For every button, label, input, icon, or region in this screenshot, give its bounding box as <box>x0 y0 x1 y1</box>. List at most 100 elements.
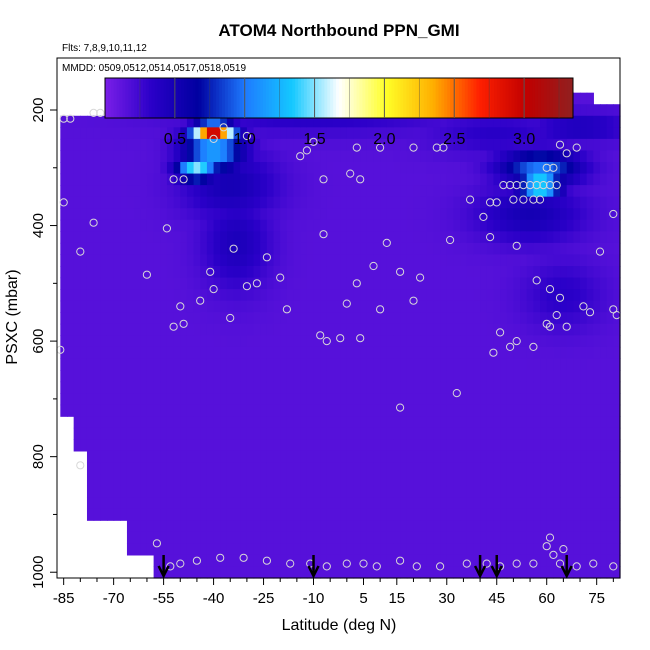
heatmap-cell <box>373 566 381 579</box>
heatmap-cell <box>586 150 594 163</box>
sample-point <box>276 273 285 282</box>
sample-point <box>512 559 521 568</box>
heatmap-cell <box>126 497 135 510</box>
heatmap-cell <box>300 416 308 429</box>
heatmap-cell <box>146 242 155 256</box>
heatmap-cell <box>593 196 601 209</box>
heatmap-cell <box>60 404 68 417</box>
heatmap-cell <box>440 150 448 163</box>
heatmap-cell <box>493 289 501 302</box>
heatmap-cell <box>460 254 468 267</box>
heatmap-cell <box>280 323 288 336</box>
heatmap-cell <box>246 185 255 198</box>
heatmap-cell <box>413 450 421 464</box>
colorbar-segment <box>265 78 270 118</box>
heatmap-cell <box>286 254 295 267</box>
heatmap-cell <box>93 196 101 209</box>
heatmap-cell <box>586 531 594 544</box>
heatmap-cell <box>160 393 168 406</box>
heatmap-cell <box>220 393 228 406</box>
sample-point <box>316 331 325 340</box>
heatmap-cell <box>560 427 568 440</box>
heatmap-cell <box>213 115 221 128</box>
heatmap-cell <box>393 231 401 244</box>
heatmap-cell <box>266 254 275 267</box>
heatmap-cell <box>146 346 155 360</box>
heatmap-cell <box>80 231 88 244</box>
heatmap-cell <box>266 427 275 440</box>
heatmap-cell <box>460 346 468 360</box>
x-tick-label: -85 <box>53 590 75 607</box>
heatmap-cell <box>273 427 281 440</box>
heatmap-cell <box>326 173 335 186</box>
sample-point <box>302 146 311 155</box>
heatmap-cell <box>560 323 568 336</box>
heatmap-cell <box>200 381 208 394</box>
heatmap-cell <box>100 474 108 487</box>
heatmap-cell <box>600 335 608 348</box>
heatmap-cell <box>326 231 335 244</box>
heatmap-cell <box>206 208 215 221</box>
heatmap-cell <box>433 208 441 221</box>
heatmap-cell <box>500 439 508 452</box>
heatmap-cell <box>140 254 148 267</box>
heatmap-cell <box>353 115 361 128</box>
heatmap-cell <box>246 173 255 186</box>
heatmap-cell <box>226 520 235 533</box>
heatmap-cell <box>373 277 381 290</box>
heatmap-cell <box>240 531 248 544</box>
heatmap-cell <box>513 450 521 464</box>
heatmap-cell <box>480 393 488 406</box>
heatmap-cell <box>553 185 561 198</box>
heatmap-cell <box>406 346 415 360</box>
heatmap-cell <box>106 497 115 510</box>
heatmap-cell <box>606 450 614 464</box>
heatmap-cell <box>413 554 421 568</box>
heatmap-cell <box>166 277 175 290</box>
heatmap-cell <box>506 335 514 348</box>
heatmap-cell <box>80 312 88 325</box>
heatmap-cell <box>580 474 588 487</box>
heatmap-cell <box>613 543 621 556</box>
heatmap-cell <box>293 531 301 544</box>
heatmap-cell <box>80 150 88 163</box>
heatmap-cell <box>213 300 221 313</box>
heatmap-cell <box>466 520 475 533</box>
heatmap-cell <box>120 277 128 290</box>
heatmap-cell <box>513 543 521 556</box>
heatmap-cell <box>93 150 101 163</box>
heatmap-cell <box>320 323 328 336</box>
colorbar-segment <box>248 78 252 118</box>
heatmap-cell <box>173 381 181 394</box>
heatmap-cell <box>466 566 475 579</box>
heatmap-cell <box>613 150 621 163</box>
heatmap-cell <box>486 335 495 348</box>
heatmap-cell <box>426 474 435 487</box>
heatmap-cell <box>393 531 401 544</box>
heatmap-cell <box>400 439 408 452</box>
colorbar-segment <box>268 78 273 118</box>
heatmap-cell <box>306 323 315 336</box>
heatmap-cell <box>180 127 188 140</box>
heatmap-cell <box>466 474 475 487</box>
heatmap-cell <box>413 115 421 128</box>
heatmap-cell <box>240 323 248 336</box>
heatmap-cell <box>186 427 195 440</box>
heatmap-cell <box>220 196 228 209</box>
heatmap-cell <box>306 312 315 325</box>
heatmap-cell <box>146 185 155 198</box>
heatmap-cell <box>366 115 375 128</box>
heatmap-cell <box>313 127 321 140</box>
heatmap-cell <box>133 162 141 175</box>
heatmap-cell <box>220 208 228 221</box>
heatmap-cell <box>393 427 401 440</box>
heatmap-cell <box>146 173 155 186</box>
heatmap-cell <box>100 497 108 510</box>
heatmap-cell <box>133 208 141 221</box>
heatmap-cell <box>473 531 481 544</box>
heatmap-cell <box>546 370 554 383</box>
sample-point <box>486 198 495 207</box>
heatmap-cell <box>466 508 475 521</box>
heatmap-cell <box>80 173 88 186</box>
